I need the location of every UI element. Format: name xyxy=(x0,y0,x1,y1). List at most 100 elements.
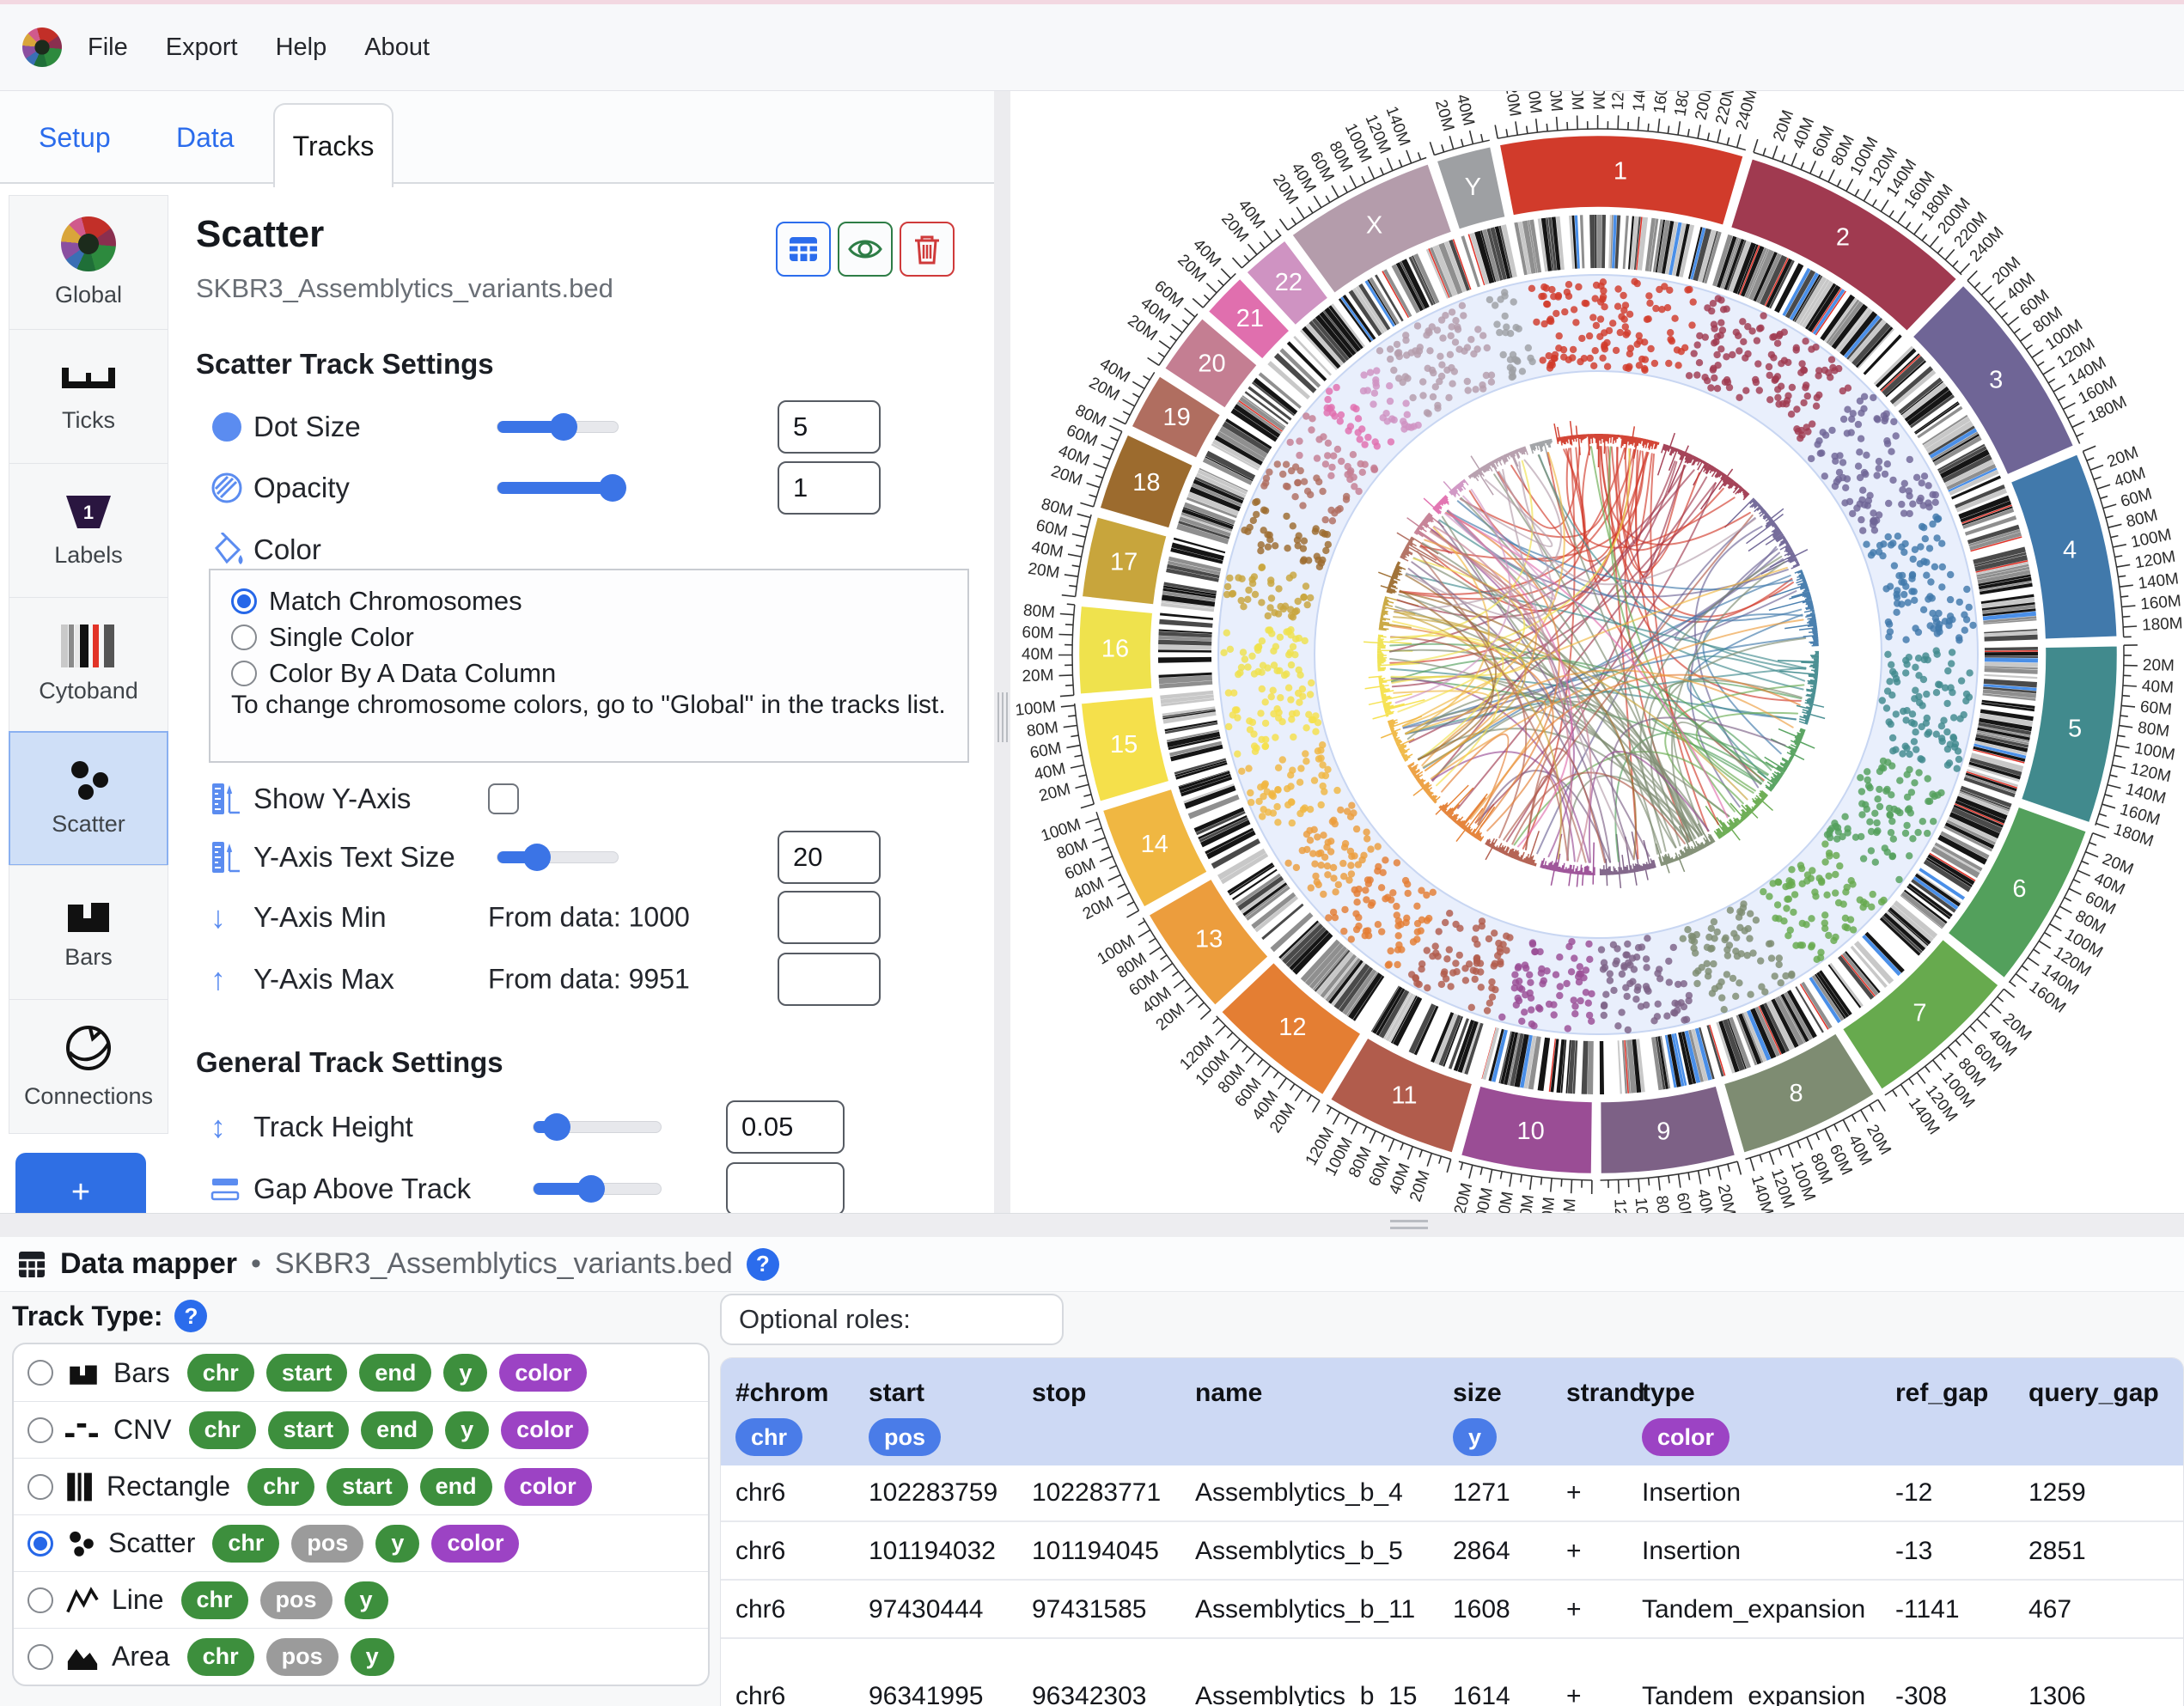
tab-setup[interactable]: Setup xyxy=(39,121,111,153)
gap-above-track-slider[interactable] xyxy=(533,1175,662,1203)
track-type-bars[interactable]: Bars chr start end y color xyxy=(14,1344,708,1401)
show-y-axis-checkbox[interactable] xyxy=(488,783,519,814)
track-type-scatter[interactable]: Scatter chr pos y color xyxy=(14,1514,708,1571)
app-logo-icon xyxy=(22,27,62,67)
role-pill-pos: pos xyxy=(869,1418,942,1456)
opacity-input[interactable] xyxy=(778,461,881,515)
track-type-label-text: Track Type: xyxy=(12,1300,163,1331)
axis-text-size-icon xyxy=(212,842,240,873)
y-max-from-data: From data: 9951 xyxy=(488,963,690,995)
sidebar-item-label: Bars xyxy=(64,944,113,970)
opacity-row: Opacity xyxy=(210,460,975,515)
sidebar-item-ticks[interactable]: Ticks xyxy=(9,329,168,464)
y-min-input[interactable] xyxy=(778,891,881,944)
horizontal-splitter-grip[interactable] xyxy=(1390,1220,1428,1234)
dot-size-slider[interactable] xyxy=(497,413,619,441)
menu-export[interactable]: Export xyxy=(165,33,238,61)
col-name: name xyxy=(1195,1379,1263,1407)
opacity-label: Opacity xyxy=(253,472,350,503)
y-text-size-input[interactable] xyxy=(778,831,881,884)
track-type-line[interactable]: Line chr pos y xyxy=(14,1571,708,1628)
role-pill: start xyxy=(326,1467,408,1506)
arrow-updown-icon: ↕ xyxy=(210,1109,226,1144)
svg-text:100M: 100M xyxy=(1632,1197,1653,1213)
radio-icon xyxy=(27,1643,53,1670)
y-max-row: ↑ Y-Axis Max From data: 9951 xyxy=(210,952,975,1007)
vertical-splitter[interactable] xyxy=(994,91,1010,1213)
track-type-cnv[interactable]: CNV chr start end y color xyxy=(14,1401,708,1458)
show-data-table-button[interactable] xyxy=(776,222,831,277)
track-type-area[interactable]: Area chr pos y xyxy=(14,1628,708,1685)
show-y-axis-row: Show Y-Axis xyxy=(210,771,975,826)
tab-data[interactable]: Data xyxy=(176,121,235,153)
sidebar-item-labels[interactable]: 1 Labels xyxy=(9,463,168,598)
y-text-size-slider[interactable] xyxy=(497,844,619,871)
dot-size-input[interactable] xyxy=(778,400,881,454)
svg-text:7: 7 xyxy=(1913,1000,1926,1027)
cytoband-icon xyxy=(61,625,114,667)
sidebar-item-label: Connections xyxy=(23,1083,154,1109)
svg-text:6: 6 xyxy=(2012,875,2026,903)
svg-text:20M: 20M xyxy=(1560,1198,1580,1213)
vertical-splitter-grip[interactable] xyxy=(997,692,1008,742)
role-pill: start xyxy=(267,1410,350,1449)
track-type-help-icon[interactable]: ? xyxy=(174,1300,208,1332)
tab-tracks[interactable]: Tracks xyxy=(273,103,393,187)
color-mode-single[interactable]: Single Color xyxy=(231,622,414,653)
svg-text:180M: 180M xyxy=(1671,91,1695,118)
svg-text:20: 20 xyxy=(1198,350,1225,377)
svg-text:60M: 60M xyxy=(1022,624,1054,643)
table-row[interactable]: chr6 102283759 102283771 Assemblytics_b_4 … xyxy=(721,1465,2183,1522)
color-mode-column[interactable]: Color By A Data Column xyxy=(231,658,556,689)
table-row[interactable]: chr6 97430444 97431585 Assemblytics_b_11 1… xyxy=(721,1582,2183,1639)
color-mode-label: Color By A Data Column xyxy=(269,658,557,688)
col-chrom: #chrom xyxy=(735,1379,829,1407)
color-mode-match[interactable]: Match Chromosomes xyxy=(231,586,522,617)
svg-text:80M: 80M xyxy=(2125,506,2160,531)
svg-text:60M: 60M xyxy=(1034,516,1070,541)
horizontal-splitter[interactable] xyxy=(0,1213,2184,1237)
svg-text:12: 12 xyxy=(1278,1014,1306,1041)
menu-file[interactable]: File xyxy=(88,33,128,61)
circos-plot[interactable]: 20M40M60M80M100M120M140M160M180M200M220M… xyxy=(1010,69,2184,1240)
cnv-mini-icon xyxy=(65,1423,98,1437)
col-size: size xyxy=(1453,1379,1502,1407)
sidebar-item-label: Global xyxy=(54,282,123,308)
svg-text:40M: 40M xyxy=(1538,1197,1559,1213)
menu-help[interactable]: Help xyxy=(275,33,327,61)
table-row[interactable]: chr6 101194032 101194045 Assemblytics_b_5 … xyxy=(721,1524,2183,1581)
y-max-input[interactable] xyxy=(778,953,881,1006)
svg-text:60M: 60M xyxy=(1673,1191,1695,1213)
opacity-slider[interactable] xyxy=(497,474,627,502)
role-pill: y xyxy=(344,1581,388,1619)
role-pill: end xyxy=(359,1354,432,1392)
role-pill: pos xyxy=(291,1524,364,1563)
circos-plot-panel[interactable]: 20M40M60M80M100M120M140M160M180M200M220M… xyxy=(1010,69,2184,1240)
svg-text:80M: 80M xyxy=(1040,496,1075,521)
svg-text:8: 8 xyxy=(1789,1080,1803,1107)
track-type-rectangle[interactable]: Rectangle chr start end color xyxy=(14,1458,708,1514)
eye-icon xyxy=(848,240,882,259)
data-mapper-help-icon[interactable]: ? xyxy=(746,1247,779,1281)
optional-roles-field[interactable]: Optional roles: xyxy=(720,1294,1064,1345)
color-mode-note: To change chromosome colors, go to "Glob… xyxy=(231,691,946,719)
track-height-input[interactable] xyxy=(726,1100,845,1154)
sidebar-item-connections[interactable]: Connections xyxy=(9,999,168,1134)
sidebar-item-scatter[interactable]: Scatter xyxy=(9,731,168,866)
svg-text:80M: 80M xyxy=(1022,601,1055,622)
track-height-slider[interactable] xyxy=(533,1113,662,1141)
col-start: start xyxy=(869,1379,925,1407)
delete-track-button[interactable] xyxy=(900,222,955,277)
tracks-sidebar: Global Ticks 1 Labels Cytoband xyxy=(9,195,168,1134)
gap-above-track-input[interactable] xyxy=(726,1162,845,1216)
menu-about[interactable]: About xyxy=(364,33,430,61)
sidebar-item-global[interactable]: Global xyxy=(9,195,168,330)
svg-text:20M: 20M xyxy=(1714,1183,1739,1213)
svg-text:4: 4 xyxy=(2063,537,2077,564)
sidebar-item-cytoband[interactable]: Cytoband xyxy=(9,597,168,732)
svg-text:18: 18 xyxy=(1132,469,1160,497)
color-mode-group: Match Chromosomes Single Color Color By … xyxy=(209,569,969,763)
toggle-visibility-button[interactable] xyxy=(838,222,893,277)
sidebar-item-bars[interactable]: Bars xyxy=(9,865,168,1000)
table-row[interactable]: chr6 96341995 96342303 Assemblytics_b_15 1… xyxy=(721,1669,2183,1706)
